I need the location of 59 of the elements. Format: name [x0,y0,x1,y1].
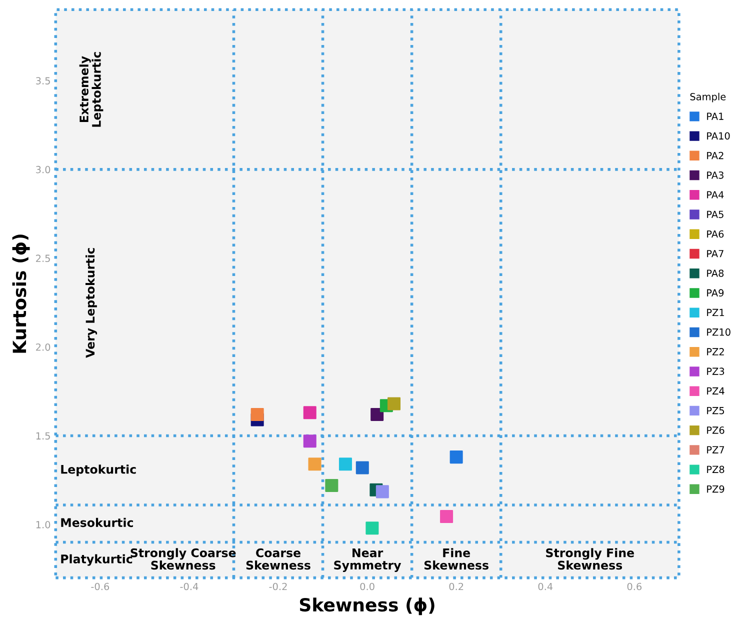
x-axis-title: Skewness (ϕ) [300,598,434,616]
annotation: Strongly Fine Skewness [546,548,634,570]
legend-label: PZ8 [707,466,724,474]
point [250,408,264,421]
annotation: Platykurtic [61,554,132,566]
point [387,397,401,410]
point [370,408,384,421]
legend-label: PZ4 [707,387,724,394]
legend-label: PZ2 [707,348,724,356]
point [325,478,338,492]
point [356,461,369,474]
legend-label: PA3 [707,171,724,179]
x-tick-label: -0.2 [269,582,287,590]
point [440,510,454,524]
annotation: Mesokurtic [61,518,133,528]
y-axis-title: Kurtosis (ϕ) [12,234,30,353]
legend-label: PA4 [707,191,724,198]
legend-label: PZ6 [707,426,724,434]
x-tick-label: -0.6 [91,582,110,590]
point [338,458,352,471]
x-tick-label: 0.4 [538,582,553,590]
point [303,434,316,448]
y-tick-label: 3.5 [36,77,50,84]
legend-label: PA8 [707,270,724,277]
y-tick-label: 2.5 [36,254,50,262]
point [450,450,463,464]
point [303,406,316,420]
legend-label: PA2 [707,152,724,160]
annotation: Coarse Skewness [246,548,310,570]
legend-label: PA6 [707,230,724,238]
y-tick-label: 3.0 [36,166,50,174]
y-tick-label: 1.0 [36,521,50,528]
x-tick-label: -0.4 [180,582,198,590]
legend-label: PA1 [707,112,724,120]
annotation: Very Leptokurtic [86,248,98,358]
legend-label: PZ5 [707,407,724,414]
y-tick-label: 2.0 [36,343,50,351]
x-tick-label: 0.0 [360,582,374,590]
x-tick-label: 0.6 [627,582,642,590]
x-tick-label: 0.2 [449,582,464,590]
annotation: Fine Skewness [424,548,488,570]
legend-label: PA10 [707,132,730,140]
annotation: Strongly Coarse Skewness [130,548,236,570]
legend-label: PZ7 [707,446,724,454]
y-tick-label: 1.5 [36,432,50,440]
annotation: Leptokurtic [61,464,136,476]
annotation: Extremely Leptokurtic [79,52,104,127]
legend-title: Sample [690,92,726,102]
point [308,458,322,471]
legend-label: PA9 [707,289,724,297]
legend-label: PA5 [707,210,724,218]
legend-label: PZ3 [707,368,724,376]
point [376,485,389,498]
legend-label: PA7 [707,250,724,258]
legend-label: PZ1 [707,308,724,316]
legend-label: PZ9 [707,485,724,493]
legend-label: PZ10 [707,328,730,336]
annotation: Near Symmetry [334,548,402,572]
point [366,522,379,535]
